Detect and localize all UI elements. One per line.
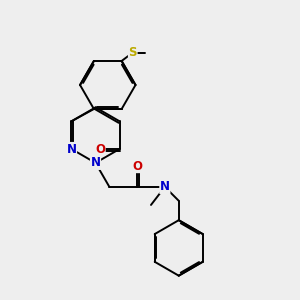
Text: N: N [91, 156, 100, 170]
Text: O: O [95, 142, 105, 155]
Text: N: N [160, 180, 170, 194]
Text: S: S [128, 46, 137, 59]
Text: N: N [67, 142, 76, 155]
Text: O: O [132, 160, 142, 172]
